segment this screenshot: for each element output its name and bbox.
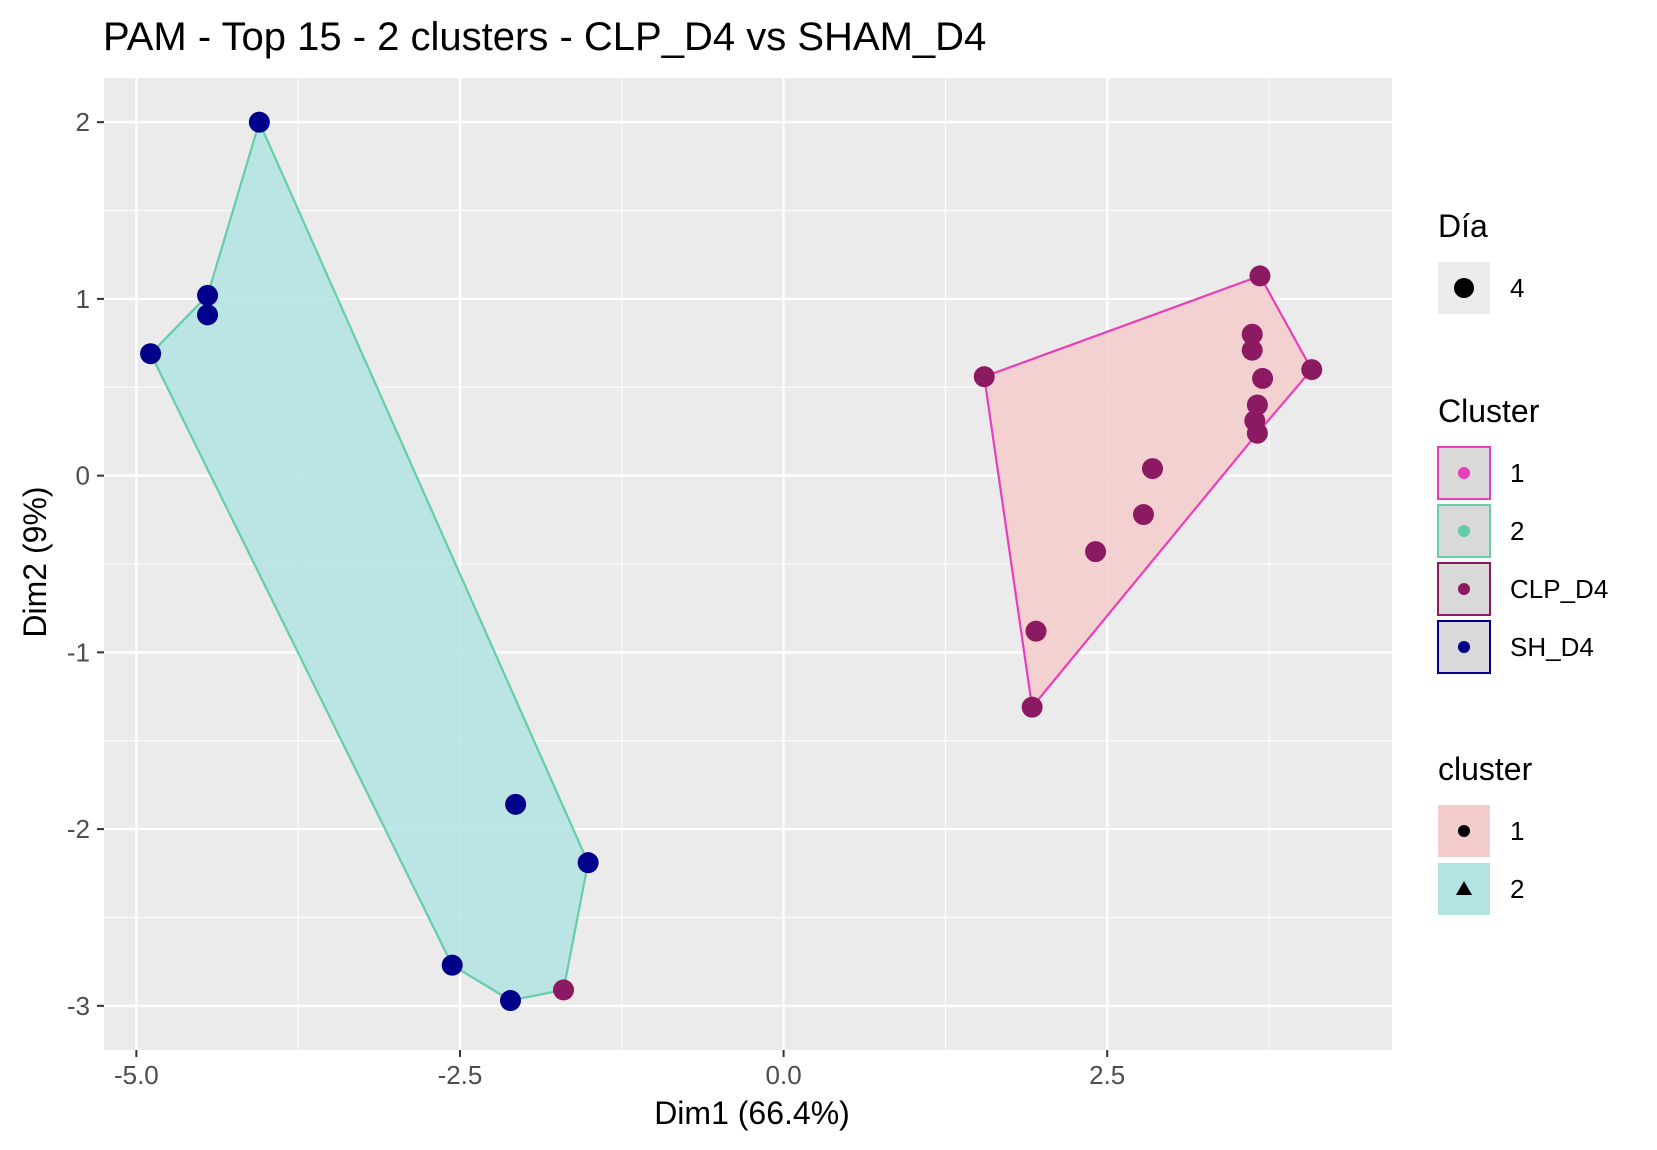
cluster-hulls [149, 119, 1314, 1002]
legend-cluster: Cluster 1 2 CLP_D4 SH_D4 [1437, 393, 1608, 674]
cluster-1-hull [982, 274, 1314, 710]
point-sh-d4 [248, 111, 270, 133]
legend-d-a: Día 4 [1438, 208, 1524, 314]
x-tick-label: -2.5 [438, 1060, 483, 1090]
point-clp-d4 [973, 366, 995, 388]
point-sh-d4 [499, 990, 521, 1012]
legend-symbol-circle [1458, 467, 1470, 479]
point-clp-d4 [1252, 367, 1274, 389]
legend-title: cluster [1438, 751, 1533, 787]
point-clp-d4 [1249, 265, 1271, 287]
cluster-2-hull [149, 119, 590, 1002]
point-sh-d4 [505, 793, 527, 815]
legend-symbol-circle [1458, 525, 1470, 537]
legend-symbol-circle [1458, 825, 1470, 837]
point-clp-d4 [1301, 359, 1323, 381]
point-clp-d4 [553, 979, 575, 1001]
legend-symbol-circle [1458, 583, 1470, 595]
point-clp-d4 [1025, 620, 1047, 642]
point-clp-d4 [1132, 504, 1154, 526]
legend-label: 1 [1510, 816, 1524, 846]
y-tick-label: 0 [76, 461, 90, 491]
axes: -5.0 -2.5 0.0 2.5 -3 -2 -1 0 1 2 [67, 107, 1125, 1090]
legend-cluster: cluster 1 2 [1438, 751, 1533, 915]
legend-label: 1 [1510, 458, 1524, 488]
point-clp-d4 [1241, 339, 1263, 361]
x-tick-label: 0.0 [766, 1060, 802, 1090]
legend-label: 2 [1510, 874, 1524, 904]
legend-label: CLP_D4 [1510, 574, 1608, 604]
y-tick-label: 1 [76, 284, 90, 314]
point-sh-d4 [577, 852, 599, 874]
point-clp-d4 [1142, 458, 1164, 480]
y-tick-label: 2 [76, 107, 90, 137]
legend-key [1437, 562, 1491, 616]
legend-label: 4 [1510, 273, 1524, 303]
legend-title: Cluster [1438, 393, 1540, 429]
point-clp-d4 [1241, 323, 1263, 345]
point-clp-d4 [1021, 696, 1043, 718]
point-clp-d4 [1246, 422, 1268, 444]
legend-title: Día [1438, 208, 1488, 244]
point-sh-d4 [441, 954, 463, 976]
point-sh-d4 [197, 284, 219, 306]
x-tick-label: -5.0 [114, 1060, 159, 1090]
y-tick-label: -2 [67, 814, 90, 844]
point-sh-d4 [140, 343, 162, 365]
data-points [140, 111, 1323, 1012]
legend-symbol-circle [1458, 641, 1470, 653]
legend-label: SH_D4 [1510, 632, 1594, 662]
legend-symbol-circle [1454, 278, 1474, 298]
y-tick-label: -1 [67, 637, 90, 667]
y-tick-label: -3 [67, 991, 90, 1021]
legend-symbol-triangle [1456, 881, 1472, 895]
chart-title: PAM - Top 15 - 2 clusters - CLP_D4 vs SH… [103, 15, 986, 59]
point-sh-d4 [197, 304, 219, 326]
x-axis-title: Dim1 (66.4%) [654, 1095, 850, 1131]
point-clp-d4 [1085, 541, 1107, 563]
x-tick-label: 2.5 [1089, 1060, 1125, 1090]
point-clp-d4 [1246, 394, 1268, 416]
legend-key [1437, 504, 1491, 558]
y-axis-title: Dim2 (9%) [17, 486, 53, 637]
legend-label: 2 [1510, 516, 1524, 546]
